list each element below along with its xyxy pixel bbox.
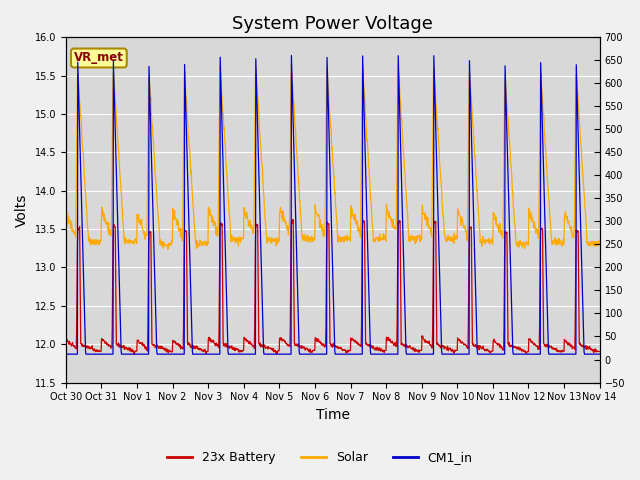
Title: System Power Voltage: System Power Voltage: [232, 15, 433, 33]
Text: VR_met: VR_met: [74, 51, 124, 64]
Legend: 23x Battery, Solar, CM1_in: 23x Battery, Solar, CM1_in: [163, 446, 477, 469]
X-axis label: Time: Time: [316, 408, 350, 422]
Y-axis label: Volts: Volts: [15, 193, 29, 227]
